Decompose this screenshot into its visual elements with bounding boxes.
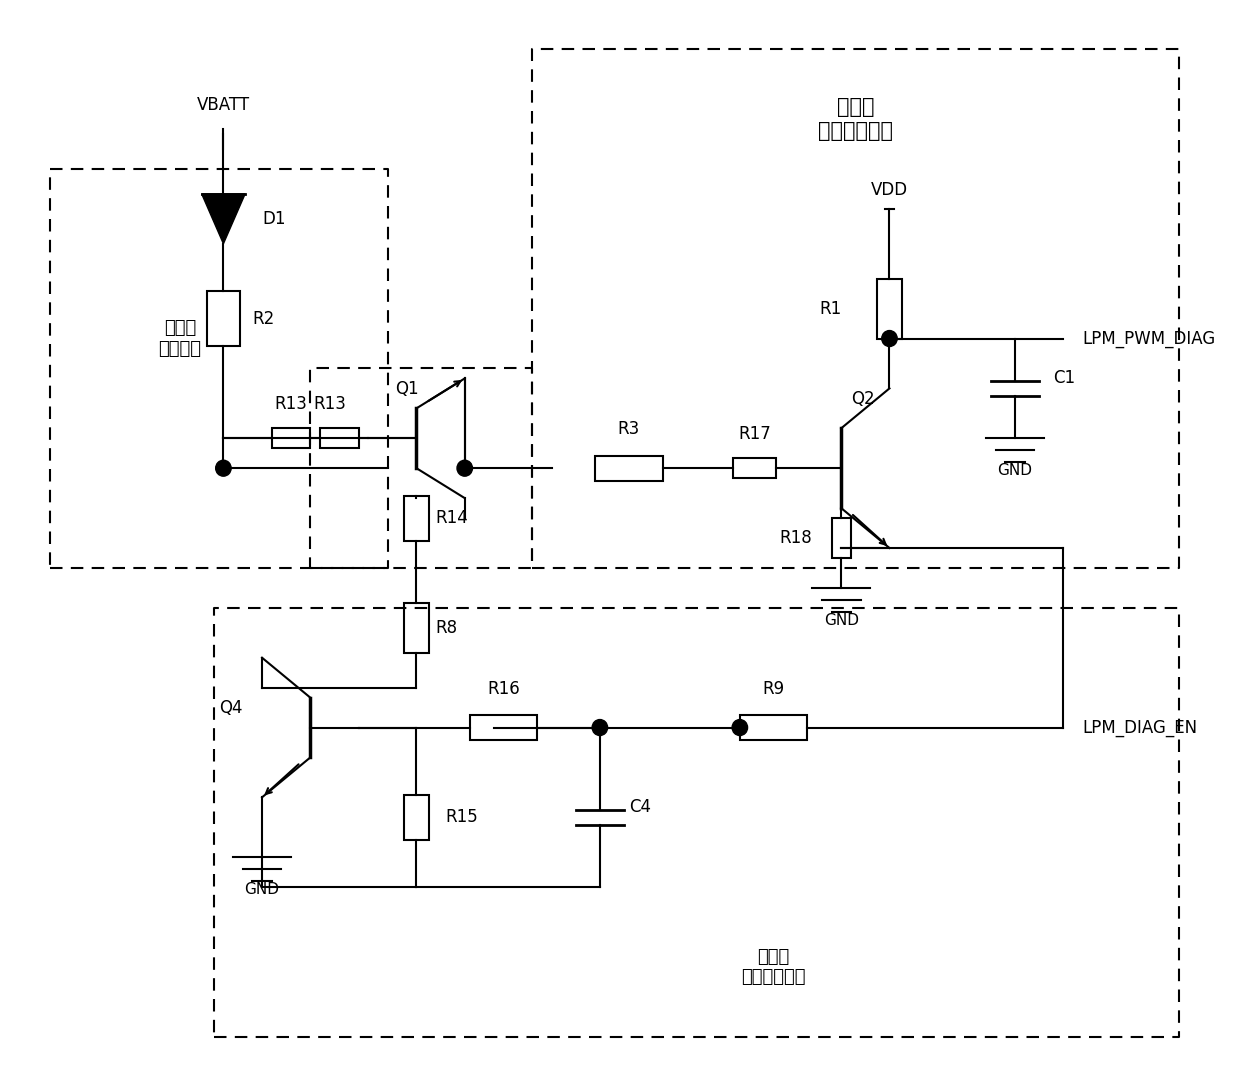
Bar [832,518,851,558]
Text: Q1: Q1 [396,381,419,398]
Text: 鼓风机
诊断使能电路: 鼓风机 诊断使能电路 [742,948,806,987]
Text: R18: R18 [780,529,812,547]
Circle shape [732,719,748,735]
Text: R14: R14 [435,509,469,527]
Bar [470,715,537,740]
Text: C1: C1 [1054,370,1075,387]
Text: R1: R1 [818,299,841,318]
Text: R9: R9 [763,680,785,697]
Text: R13: R13 [314,395,346,413]
Text: R3: R3 [618,420,640,438]
Bar [733,458,776,478]
Text: VDD: VDD [870,181,908,199]
Circle shape [458,460,472,477]
Polygon shape [202,194,246,244]
Text: R13: R13 [274,395,308,413]
Text: LPM_DIAG_EN: LPM_DIAG_EN [1083,718,1198,737]
Text: VBATT: VBATT [197,96,250,114]
Text: GND: GND [823,613,859,628]
Text: GND: GND [997,463,1033,479]
Bar [207,292,241,346]
Bar [404,795,429,840]
Text: C4: C4 [629,799,651,816]
Text: R8: R8 [435,619,458,636]
Bar [320,429,358,448]
Circle shape [882,331,898,346]
Text: R2: R2 [253,310,274,327]
Bar [404,603,429,653]
Text: R17: R17 [738,425,771,443]
Bar [740,715,807,740]
Bar [595,456,662,481]
Bar [878,279,901,338]
Bar [404,496,429,541]
Text: GND: GND [244,882,279,898]
Bar [272,429,310,448]
Text: Q2: Q2 [851,391,874,408]
Text: LPM_PWM_DIAG: LPM_PWM_DIAG [1083,330,1215,347]
Text: Q4: Q4 [219,698,243,717]
Text: D1: D1 [262,210,285,227]
Text: R16: R16 [487,680,520,697]
Circle shape [216,460,231,477]
Circle shape [593,719,608,735]
Text: 鼓风机
负载电路: 鼓风机 负载电路 [159,319,201,358]
Text: 鼓风机
诊断输出电路: 鼓风机 诊断输出电路 [818,98,893,140]
Text: R15: R15 [445,808,479,826]
